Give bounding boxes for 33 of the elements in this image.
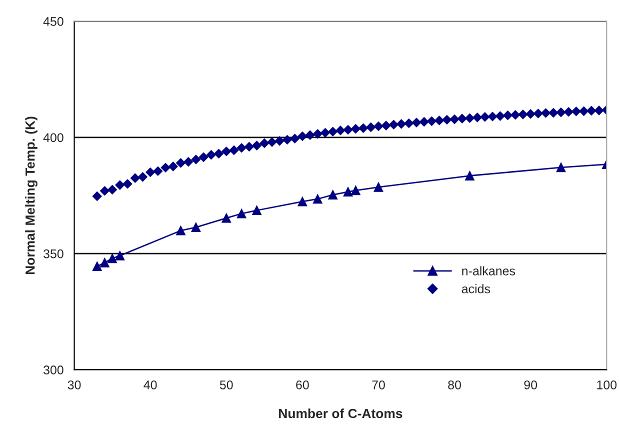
x-tick-label: 80 [448,380,461,390]
point [252,206,262,216]
point [465,171,474,180]
point [556,162,566,172]
point [108,254,117,264]
point [115,250,125,260]
y-tick-label: 450 [43,17,64,26]
legend-label: n-alkanes [462,266,516,276]
point [92,262,102,272]
point [100,258,110,268]
point [298,196,308,206]
y-axis-title: Normal Melting Temp. (K) [25,116,38,274]
x-tick-label: 50 [220,380,233,390]
point [328,190,338,200]
x-tick-label: 90 [524,380,538,390]
x-tick-label: 100 [597,380,617,390]
point [374,182,384,192]
point [350,186,360,196]
point [312,194,322,204]
point [176,226,186,236]
point [222,213,232,223]
y-tick-label: 350 [43,249,64,258]
y-tick-label: 300 [43,366,64,374]
x-tick-label: 70 [372,380,385,390]
legend-label: acids [462,284,490,294]
x-axis-title: Number of C-Atoms [279,408,402,418]
point [191,222,201,232]
x-tick-label: 60 [296,380,309,390]
x-tick-label: 40 [144,380,157,390]
y-tick-label: 400 [43,133,64,142]
point [236,208,246,218]
point [343,187,353,196]
x-tick-label: 30 [68,380,81,390]
